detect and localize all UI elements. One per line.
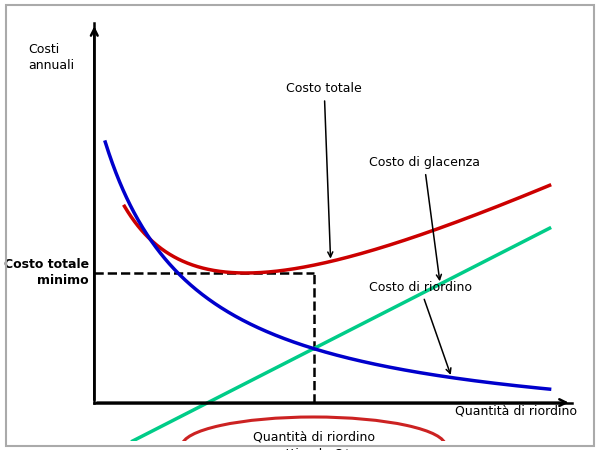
Text: Quantità di riordino
ottimale Q*: Quantità di riordino ottimale Q*	[253, 431, 375, 450]
Text: Costi
annuali: Costi annuali	[28, 43, 74, 72]
Text: Costo di riordino: Costo di riordino	[368, 281, 472, 374]
Text: Costo totale
minimo: Costo totale minimo	[4, 258, 89, 288]
Text: Costo totale: Costo totale	[286, 82, 362, 257]
Ellipse shape	[182, 417, 445, 450]
Text: Quantità di riordino: Quantità di riordino	[455, 405, 577, 418]
Text: Costo di glacenza: Costo di glacenza	[368, 156, 479, 279]
